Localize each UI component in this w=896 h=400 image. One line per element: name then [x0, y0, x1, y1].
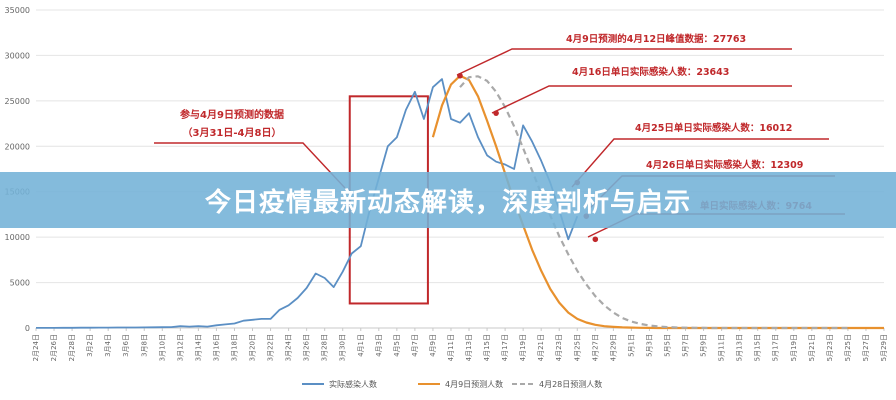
- x-tick-label: 5月5日: [663, 334, 671, 357]
- x-tick-label: 4月25日: [573, 334, 581, 361]
- x-tick-label: 4月21日: [537, 334, 545, 361]
- x-tick-label: 5月13日: [736, 334, 744, 361]
- x-tick-label: 5月7日: [682, 334, 690, 357]
- x-tick-label: 2月28日: [68, 334, 76, 361]
- x-tick-label: 4月27日: [591, 334, 599, 361]
- legend-label: 实际感染人数: [329, 379, 377, 389]
- x-tick-label: 3月8日: [140, 334, 148, 357]
- x-tick-label: 3月14日: [194, 334, 202, 361]
- title-banner: 今日疫情最新动态解读，深度剖析与启示: [0, 172, 896, 228]
- annotation-text: （3月31日-4月8日）: [183, 126, 282, 139]
- x-tick-label: 3月26日: [303, 334, 311, 361]
- y-tick-label: 10000: [5, 233, 30, 242]
- annotation-text: 参与4月9日预测的数据: [180, 108, 284, 121]
- annotation-leader: [491, 85, 792, 114]
- x-tick-label: 2月26日: [50, 334, 58, 361]
- x-tick-label: 4月1日: [357, 334, 365, 357]
- x-tick-label: 3月16日: [212, 334, 220, 361]
- annotation-text: 4月16日单日实际感染人数：23643: [572, 66, 729, 78]
- y-tick-label: 5000: [10, 279, 30, 288]
- y-tick-label: 20000: [5, 142, 30, 151]
- x-tick-label: 3月6日: [122, 334, 130, 357]
- x-tick-label: 5月27日: [862, 334, 870, 361]
- x-tick-label: 3月18日: [230, 334, 238, 361]
- x-tick-label: 5月17日: [772, 334, 780, 361]
- y-tick-label: 25000: [5, 97, 30, 106]
- x-tick-label: 4月13日: [465, 334, 473, 361]
- x-tick-label: 4月5日: [393, 334, 401, 357]
- x-tick-label: 4月9日: [429, 334, 437, 357]
- annotation-marker: [592, 236, 599, 243]
- x-tick-label: 5月23日: [826, 334, 834, 361]
- annotation-marker: [493, 110, 499, 116]
- x-tick-label: 3月28日: [321, 334, 329, 361]
- x-tick-label: 4月19日: [519, 334, 527, 361]
- series-line-1: [36, 78, 579, 329]
- y-tick-label: 30000: [5, 51, 30, 60]
- x-tick-label: 5月9日: [700, 334, 708, 357]
- x-tick-label: 3月10日: [158, 334, 166, 361]
- x-tick-label: 4月23日: [555, 334, 563, 361]
- legend-label: 4月28日预测人数: [539, 379, 602, 389]
- x-tick-label: 3月24日: [285, 334, 293, 361]
- legend-label: 4月9日预测人数: [445, 379, 503, 389]
- x-tick-label: 2月24日: [32, 334, 40, 361]
- x-tick-label: 3月30日: [339, 334, 347, 361]
- banner-title: 今日疫情最新动态解读，深度剖析与启示: [204, 187, 691, 218]
- x-tick-label: 5月21日: [808, 334, 816, 361]
- series-line-3: [459, 75, 848, 330]
- x-tick-label: 5月3日: [645, 334, 653, 357]
- x-tick-label: 5月29日: [880, 334, 888, 361]
- x-tick-label: 3月12日: [176, 334, 184, 361]
- x-tick-label: 5月25日: [844, 334, 852, 361]
- x-tick-label: 4月3日: [375, 334, 383, 357]
- x-tick-label: 5月11日: [718, 334, 726, 361]
- y-tick-label: 0: [25, 324, 30, 333]
- x-tick-label: 4月15日: [483, 334, 491, 361]
- annotation-leader: [456, 48, 792, 76]
- x-tick-label: 5月15日: [754, 334, 762, 361]
- annotation-marker: [457, 72, 463, 79]
- annotation-leader: [571, 138, 829, 188]
- x-tick-label: 3月4日: [104, 334, 112, 357]
- annotation-text: 4月26日单日实际感染人数：12309: [646, 159, 803, 171]
- x-tick-label: 4月29日: [609, 334, 617, 361]
- x-tick-label: 3月20日: [249, 334, 257, 361]
- x-tick-label: 4月7日: [411, 334, 419, 357]
- x-tick-label: 5月1日: [627, 334, 635, 357]
- x-tick-label: 3月22日: [267, 334, 275, 361]
- x-tick-label: 3月2日: [86, 334, 94, 357]
- y-tick-label: 35000: [5, 6, 30, 15]
- x-tick-label: 4月11日: [447, 334, 455, 361]
- annotation-text: 4月9日预测的4月12日峰值数据：27763: [566, 33, 746, 45]
- x-tick-label: 4月17日: [501, 334, 509, 361]
- annotation-text: 4月25日单日实际感染人数：16012: [635, 122, 792, 134]
- x-tick-label: 5月19日: [790, 334, 798, 361]
